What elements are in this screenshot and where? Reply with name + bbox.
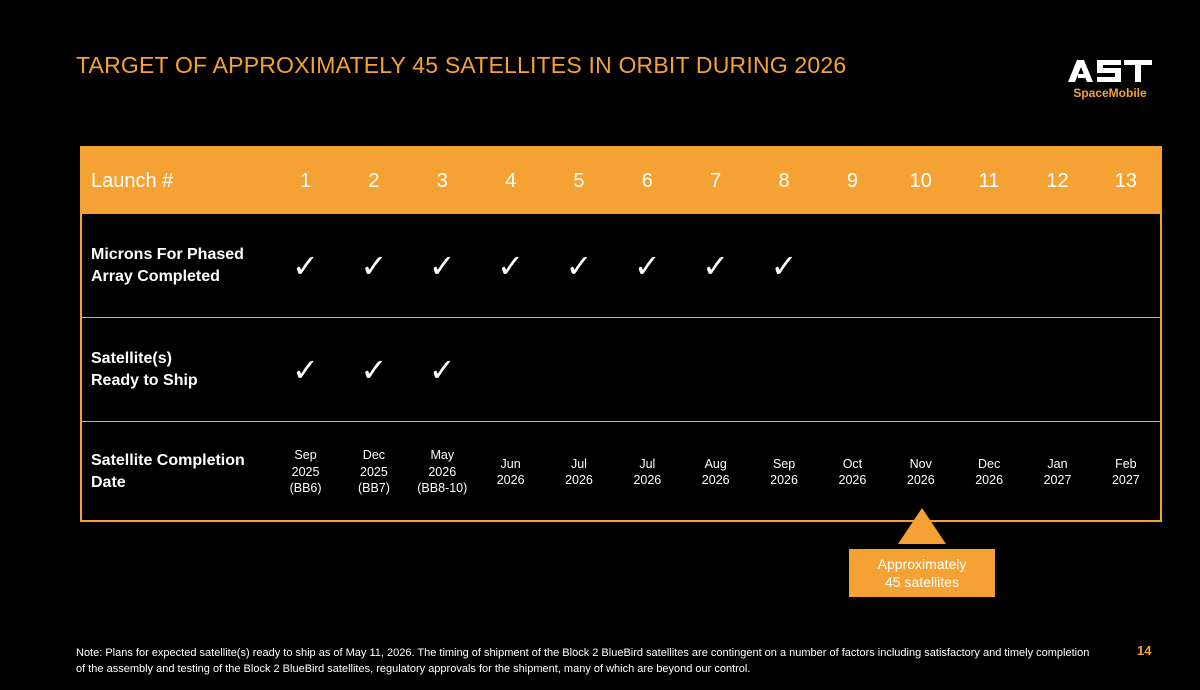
- launch-number: 2: [368, 169, 380, 192]
- completion-date: Dec 2026: [975, 456, 1004, 488]
- launch-number: 6: [641, 169, 653, 192]
- table-row-ready-to-ship: Satellite(s) Ready to Ship ✓ ✓ ✓: [82, 318, 1160, 422]
- launch-number: 1: [299, 169, 312, 192]
- row-label-microns: Microns For Phased Array Completed: [91, 245, 244, 285]
- completion-date: Sep 2026: [770, 456, 798, 488]
- empty-cell: [955, 318, 1023, 421]
- empty-cell: [818, 318, 886, 421]
- launch-number: 4: [505, 169, 517, 192]
- completion-date: Dec 2025 (BB7): [357, 448, 390, 496]
- launch-table: Launch # 1 2 3 4 5 6 7 8 9 10 11 12 13 M…: [80, 146, 1162, 522]
- checkmark-icon: ✓: [633, 246, 661, 285]
- checkmark-icon: ✓: [360, 246, 388, 285]
- empty-cell: [1023, 214, 1091, 317]
- launch-number: 13: [1114, 169, 1137, 192]
- empty-cell: [955, 214, 1023, 317]
- logo-subtitle: SpaceMobile: [1073, 86, 1147, 100]
- callout-box: Approximately 45 satellites: [849, 549, 995, 597]
- launch-number: 8: [778, 169, 790, 192]
- checkmark-icon: ✓: [360, 350, 388, 389]
- callout-arrow-icon: [898, 508, 946, 544]
- completion-date: Jul 2026: [565, 456, 593, 488]
- checkmark-icon: ✓: [428, 350, 456, 389]
- empty-cell: [887, 318, 955, 421]
- launch-number: 3: [436, 169, 448, 192]
- page-number: 14: [1137, 643, 1152, 658]
- checkmark-icon: ✓: [565, 246, 593, 285]
- empty-cell: [1023, 318, 1091, 421]
- table-header-row: Launch # 1 2 3 4 5 6 7 8 9 10 11 12 13: [82, 148, 1160, 214]
- page-title: TARGET OF APPROXIMATELY 45 SATELLITES IN…: [76, 52, 847, 78]
- empty-cell: [887, 214, 955, 317]
- checkmark-icon: ✓: [292, 350, 319, 389]
- completion-date: Feb 2027: [1111, 456, 1140, 488]
- launch-number: 9: [846, 169, 858, 192]
- row-label-completion-date: Satellite Completion Date: [91, 452, 245, 491]
- launch-number: 12: [1046, 169, 1069, 192]
- completion-date: Nov 2026: [906, 456, 935, 488]
- empty-cell: [682, 318, 750, 421]
- company-logo: SpaceMobile: [1060, 58, 1160, 100]
- completion-date: Jun 2026: [496, 456, 525, 488]
- completion-date: Jul 2026: [633, 456, 662, 488]
- table-row-microns: Microns For Phased Array Completed ✓ ✓ ✓…: [82, 214, 1160, 318]
- footnote: Note: Plans for expected satellite(s) re…: [76, 647, 1090, 675]
- launch-number: 7: [710, 169, 722, 192]
- checkmark-icon: ✓: [428, 246, 456, 285]
- empty-cell: [750, 318, 818, 421]
- launch-number: 5: [573, 169, 585, 192]
- empty-cell: [476, 318, 544, 421]
- empty-cell: [1092, 318, 1160, 421]
- empty-cell: [613, 318, 681, 421]
- checkmark-icon: ✓: [702, 246, 730, 285]
- ast-logo-mark: [1068, 60, 1152, 82]
- checkmark-icon: ✓: [770, 246, 798, 285]
- empty-cell: [545, 318, 613, 421]
- table-row-completion-date: Satellite Completion Date Sep 2025 (BB6)…: [82, 422, 1160, 522]
- empty-cell: [818, 214, 886, 317]
- empty-cell: [1092, 214, 1160, 317]
- row-label-ready-to-ship: Satellite(s) Ready to Ship: [91, 349, 198, 389]
- completion-date: Sep 2025 (BB6): [289, 448, 322, 496]
- checkmark-icon: ✓: [292, 246, 319, 285]
- launch-number: 11: [978, 169, 1000, 192]
- completion-date: May 2026 (BB8-10): [417, 448, 468, 496]
- header-label: Launch #: [91, 170, 174, 192]
- completion-date: Aug 2026: [701, 456, 730, 488]
- completion-date: Jan 2027: [1043, 456, 1072, 488]
- launch-number: 10: [909, 169, 932, 192]
- checkmark-icon: ✓: [497, 246, 525, 285]
- completion-date: Oct 2026: [838, 456, 867, 488]
